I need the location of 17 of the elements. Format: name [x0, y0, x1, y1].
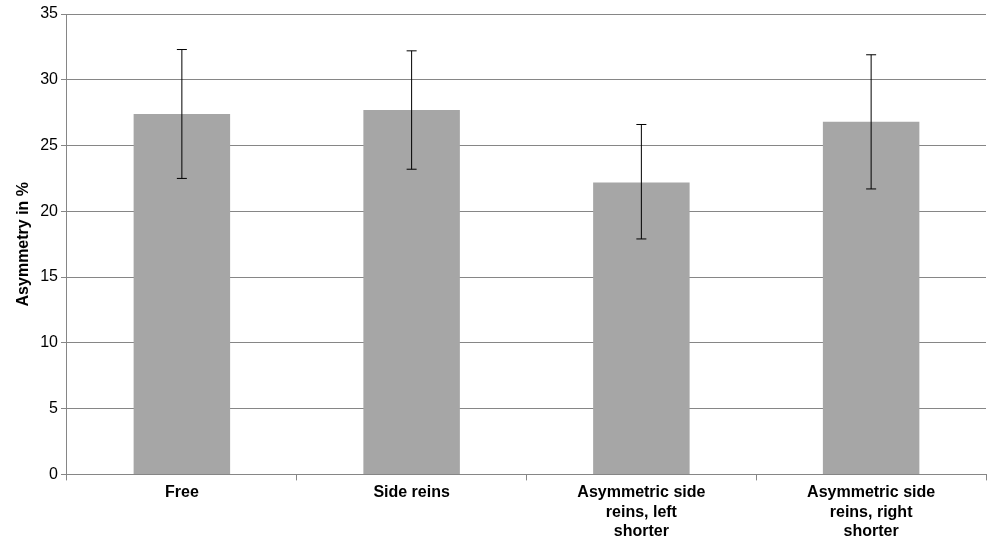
bar — [363, 110, 460, 474]
x-tick-label: Asymmetric side reins, left shorter — [577, 483, 706, 539]
y-tick-label: 30 — [40, 70, 59, 88]
x-tick-label: Asymmetric side reins, right shorter — [807, 483, 936, 539]
y-tick-label: 5 — [49, 399, 59, 417]
y-tick-label: 35 — [40, 4, 59, 22]
x-tick-label: Side reins — [373, 483, 450, 501]
y-tick-label: 25 — [40, 135, 59, 153]
y-tick-label: 20 — [40, 201, 59, 219]
y-axis-title: Asymmetry in % — [14, 181, 32, 307]
y-tick-label: 15 — [40, 267, 59, 285]
x-tick-label: Free — [164, 483, 199, 501]
bar — [593, 182, 690, 474]
y-tick-label: 10 — [40, 333, 59, 351]
y-tick-label: 0 — [49, 464, 59, 482]
bar — [133, 113, 231, 474]
bar — [822, 121, 920, 474]
